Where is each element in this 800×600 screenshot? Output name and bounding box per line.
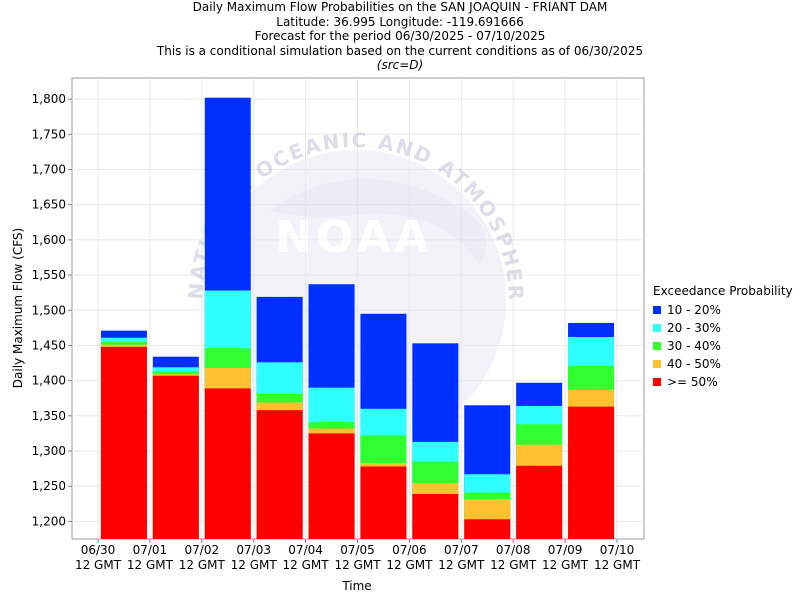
legend: Exceedance Probability 10 - 20% 20 - 30% 3… [653, 284, 793, 391]
x-tick-label-time: 12 GMT [334, 558, 381, 572]
bar-07-03-series-0 [256, 410, 303, 539]
x-tick-label-date: 07/01 [133, 543, 168, 557]
y-axis-label: Daily Maximum Flow (CFS) [11, 228, 25, 388]
y-tick-label: 1,200 [32, 514, 66, 528]
legend-label: 30 - 40% [667, 339, 721, 353]
x-tick-label-time: 12 GMT [438, 558, 485, 572]
x-tick-label-date: 07/08 [496, 543, 531, 557]
x-tick-label-date: 07/10 [600, 543, 635, 557]
x-tick-label-time: 12 GMT [386, 558, 433, 572]
chart-title: Daily Maximum Flow Probabilities on the … [192, 0, 608, 14]
y-tick-label: 1,800 [32, 92, 66, 106]
x-tick-label-date: 07/07 [444, 543, 479, 557]
chart-period: Forecast for the period 06/30/2025 - 07/… [254, 29, 546, 43]
legend-swatch [653, 324, 661, 332]
x-tick-label-date: 07/05 [340, 543, 375, 557]
legend-label: 10 - 20% [667, 303, 721, 317]
legend-label: >= 50% [667, 375, 718, 389]
legend-swatch [653, 360, 661, 368]
watermark-noaa-text: NOAA [275, 212, 432, 263]
x-tick-label-date: 07/03 [236, 543, 271, 557]
x-tick-label-time: 12 GMT [231, 558, 278, 572]
x-tick-label-date: 07/06 [392, 543, 427, 557]
bar-07-05-series-0 [360, 466, 407, 539]
x-tick-label-date: 06/30 [81, 543, 116, 557]
x-tick-label-time: 12 GMT [490, 558, 537, 572]
legend-item: 40 - 50% [653, 355, 793, 373]
x-tick-label-date: 07/04 [288, 543, 323, 557]
bar-series [100, 97, 615, 539]
y-tick-label: 1,300 [32, 444, 66, 458]
bar-07-02-series-0 [204, 388, 251, 539]
legend-item: 30 - 40% [653, 337, 793, 355]
x-tick-label-date: 07/02 [185, 543, 220, 557]
legend-label: 20 - 30% [667, 321, 721, 335]
legend-title: Exceedance Probability [653, 284, 793, 298]
y-tick-label: 1,750 [32, 127, 66, 141]
chart-source: (src=D) [376, 58, 424, 72]
y-tick-label: 1,650 [32, 198, 66, 212]
y-tick-label: 1,350 [32, 409, 66, 423]
x-tick-label-time: 12 GMT [179, 558, 226, 572]
bar-07-06-series-0 [412, 493, 459, 539]
bar-07-08-series-0 [516, 465, 563, 539]
bar-06-30-series-0 [100, 346, 147, 539]
legend-items: 10 - 20% 20 - 30% 30 - 40% 40 - 50% >= 50% [653, 301, 793, 391]
chart-titles: Daily Maximum Flow Probabilities on the … [0, 0, 800, 73]
legend-swatch [653, 342, 661, 350]
legend-item: 10 - 20% [653, 301, 793, 319]
bar-07-01-series-0 [152, 375, 199, 539]
y-tick-label: 1,550 [32, 268, 66, 282]
y-tick-label: 1,250 [32, 479, 66, 493]
bar-07-09-series-0 [568, 406, 615, 539]
legend-swatch [653, 306, 661, 314]
chart-note: This is a conditional simulation based o… [156, 43, 644, 58]
y-tick-label: 1,450 [32, 338, 66, 352]
y-tick-label: 1,500 [32, 303, 66, 317]
x-tick-label-time: 12 GMT [75, 558, 122, 572]
x-tick-label-date: 07/09 [548, 543, 583, 557]
y-tick-label: 1,600 [32, 233, 66, 247]
bar-07-04-series-0 [308, 433, 355, 539]
x-tick-label-time: 12 GMT [594, 558, 641, 572]
x-tick-label-time: 12 GMT [542, 558, 589, 572]
legend-label: 40 - 50% [667, 357, 721, 371]
chart-location: Latitude: 36.995 Longitude: -119.691666 [276, 14, 524, 29]
legend-item: 20 - 30% [653, 319, 793, 337]
x-tick-label-time: 12 GMT [283, 558, 330, 572]
x-tick-label-time: 12 GMT [127, 558, 174, 572]
y-tick-label: 1,400 [32, 374, 66, 388]
bar-07-07-series-0 [464, 519, 511, 539]
y-tick-label: 1,700 [32, 162, 66, 176]
x-axis-label: Time [341, 579, 371, 593]
y-axis: 1,200 1,250 1,300 1,350 1,400 1,450 1,500 1,550… [32, 92, 72, 528]
legend-swatch [653, 378, 661, 386]
legend-item: >= 50% [653, 373, 793, 391]
